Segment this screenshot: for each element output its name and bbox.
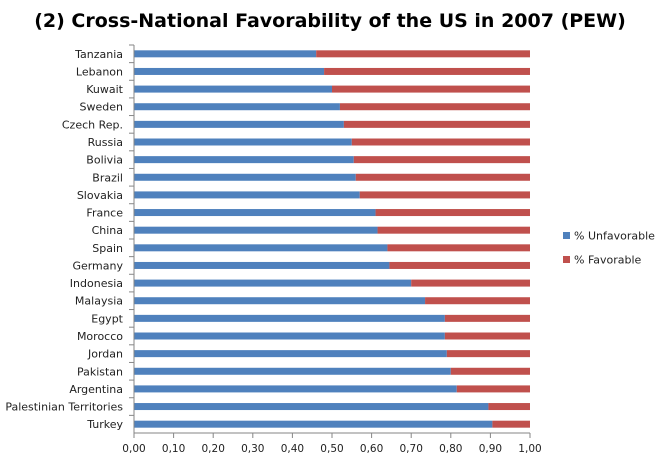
bar-unfavorable bbox=[134, 403, 489, 411]
category-labels: Tanzania Lebanon Kuwait Sweden Czech Rep. Rus… bbox=[5, 44, 135, 433]
bar-favorable bbox=[456, 385, 530, 393]
bar-unfavorable bbox=[134, 173, 356, 181]
bar-unfavorable bbox=[134, 367, 451, 375]
bar-unfavorable bbox=[134, 420, 493, 428]
bar-favorable bbox=[425, 297, 530, 305]
category-label: Palestinian Territories bbox=[5, 401, 123, 414]
bar-favorable bbox=[355, 173, 530, 181]
chart-title: (2) Cross-National Favorability of the U… bbox=[34, 10, 626, 32]
bar-favorable bbox=[411, 279, 530, 287]
category-label: Germany bbox=[72, 259, 123, 272]
bar-unfavorable bbox=[134, 85, 332, 93]
x-tick-label: 0,20 bbox=[202, 443, 225, 455]
x-tick-label: 1,00 bbox=[518, 443, 541, 455]
bar-unfavorable bbox=[134, 209, 376, 217]
x-axis: 0,00 0,10 0,20 0,30 0,40 0,50 0,60 0,70 0,80 0,90… bbox=[122, 432, 542, 455]
bar-unfavorable bbox=[134, 332, 445, 340]
category-label: Russia bbox=[88, 136, 123, 149]
bar-unfavorable bbox=[134, 103, 340, 111]
bar-favorable bbox=[377, 226, 530, 234]
category-label: Czech Rep. bbox=[62, 118, 123, 131]
bar-unfavorable bbox=[134, 261, 390, 269]
bars-group bbox=[134, 50, 530, 428]
bar-unfavorable bbox=[134, 244, 388, 252]
bar-unfavorable bbox=[134, 138, 352, 146]
category-label: Tanzania bbox=[74, 48, 123, 61]
bar-favorable bbox=[387, 244, 530, 252]
x-tick-label: 0,60 bbox=[360, 443, 383, 455]
legend-swatch bbox=[563, 256, 570, 263]
x-tick-label: 0,40 bbox=[281, 443, 304, 455]
category-label: Brazil bbox=[92, 171, 123, 184]
bar-unfavorable bbox=[134, 350, 447, 358]
x-tick-label: 0,80 bbox=[439, 443, 462, 455]
bar-unfavorable bbox=[134, 50, 317, 58]
bar-unfavorable bbox=[134, 191, 360, 199]
bar-favorable bbox=[492, 420, 530, 428]
x-tick-label: 0,30 bbox=[241, 443, 264, 455]
category-label: Sweden bbox=[80, 101, 123, 114]
x-tick-label: 0,50 bbox=[320, 443, 343, 455]
bar-favorable bbox=[324, 67, 530, 75]
bar-favorable bbox=[446, 350, 530, 358]
bar-favorable bbox=[375, 209, 530, 217]
bar-favorable bbox=[359, 191, 530, 199]
category-label: Jordan bbox=[87, 348, 123, 361]
bar-unfavorable bbox=[134, 385, 457, 393]
bar-unfavorable bbox=[134, 314, 445, 322]
category-label: Malaysia bbox=[75, 295, 123, 308]
bar-favorable bbox=[450, 367, 530, 375]
category-label: Turkey bbox=[86, 418, 123, 431]
category-label: Morocco bbox=[77, 330, 123, 343]
x-tick-label: 0,90 bbox=[479, 443, 502, 455]
category-label: Slovakia bbox=[77, 189, 123, 202]
category-label: Argentina bbox=[69, 383, 123, 396]
bar-unfavorable bbox=[134, 120, 344, 128]
category-label: Egypt bbox=[91, 312, 123, 325]
legend-label: % Unfavorable bbox=[574, 230, 655, 243]
x-tick-label: 0,70 bbox=[400, 443, 423, 455]
legend: % Unfavorable % Favorable bbox=[563, 230, 655, 267]
bar-favorable bbox=[332, 85, 530, 93]
category-label: Kuwait bbox=[86, 83, 123, 96]
bar-favorable bbox=[444, 332, 530, 340]
category-label: Spain bbox=[92, 242, 123, 255]
category-label: France bbox=[86, 207, 123, 220]
bar-favorable bbox=[353, 156, 530, 164]
bar-unfavorable bbox=[134, 67, 325, 75]
bar-favorable bbox=[351, 138, 530, 146]
category-label: Indonesia bbox=[70, 277, 123, 290]
bar-favorable bbox=[389, 261, 530, 269]
bar-favorable bbox=[316, 50, 530, 58]
category-label: Lebanon bbox=[76, 65, 123, 78]
bar-unfavorable bbox=[134, 226, 378, 234]
bar-unfavorable bbox=[134, 297, 426, 305]
bar-unfavorable bbox=[134, 279, 412, 287]
bar-favorable bbox=[444, 314, 530, 322]
x-tick-label: 0,10 bbox=[162, 443, 185, 455]
category-label: Bolivia bbox=[86, 154, 123, 167]
x-tick-label: 0,00 bbox=[122, 443, 145, 455]
legend-label: % Favorable bbox=[574, 254, 642, 267]
legend-swatch bbox=[563, 232, 570, 239]
category-label: Pakistan bbox=[77, 365, 123, 378]
bar-favorable bbox=[339, 103, 530, 111]
bar-unfavorable bbox=[134, 156, 354, 164]
bar-favorable bbox=[488, 403, 530, 411]
category-label: China bbox=[92, 224, 123, 237]
bar-favorable bbox=[343, 120, 530, 128]
